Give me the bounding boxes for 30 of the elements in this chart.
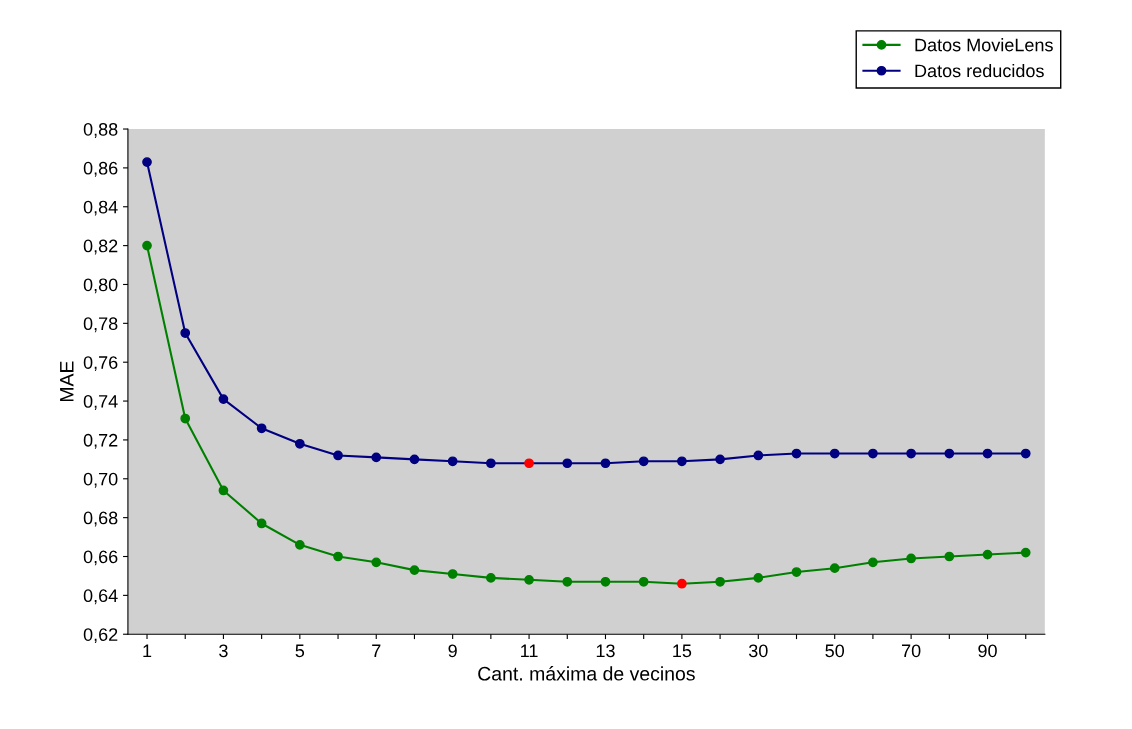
x-tick-label: 70 bbox=[902, 644, 921, 658]
x-tick-label: 3 bbox=[219, 644, 228, 658]
y-tick-label: 0,80 bbox=[83, 278, 118, 294]
x-tick-label: 13 bbox=[596, 644, 615, 658]
x-tick-label: 90 bbox=[978, 644, 997, 658]
x-tick-label: 1 bbox=[143, 644, 152, 658]
legend-label: Datos MovieLens bbox=[915, 38, 1053, 52]
y-tick-label: 0,66 bbox=[83, 550, 118, 566]
y-tick-label: 0,84 bbox=[83, 200, 118, 216]
y-tick-label: 0,82 bbox=[83, 239, 118, 255]
y-axis-title: MAE bbox=[60, 361, 74, 402]
y-tick-label: 0,74 bbox=[83, 395, 118, 410]
y-tick-label: 0,62 bbox=[83, 628, 118, 644]
legend-label: Datos reducidos bbox=[915, 63, 1044, 78]
y-tick-label: 0,76 bbox=[83, 356, 118, 372]
x-axis-title: Cant. máxima de vecinos bbox=[478, 666, 695, 681]
y-tick-label: 0,64 bbox=[83, 589, 118, 605]
y-tick-label: 0,78 bbox=[83, 317, 118, 333]
y-tick-label: 0,72 bbox=[83, 433, 118, 449]
x-tick-label: 9 bbox=[448, 644, 457, 658]
y-tick-label: 0,70 bbox=[83, 472, 118, 488]
x-tick-label: 30 bbox=[748, 644, 768, 658]
y-tick-label: 0,86 bbox=[83, 161, 118, 177]
x-tick-label: 7 bbox=[372, 644, 381, 658]
y-tick-label: 0,88 bbox=[83, 122, 118, 138]
y-tick-label: 0,68 bbox=[83, 511, 118, 527]
x-tick-label: 5 bbox=[295, 644, 305, 658]
x-tick-label: 11 bbox=[521, 644, 538, 658]
x-tick-label: 15 bbox=[673, 644, 692, 658]
x-tick-label: 50 bbox=[825, 644, 845, 658]
